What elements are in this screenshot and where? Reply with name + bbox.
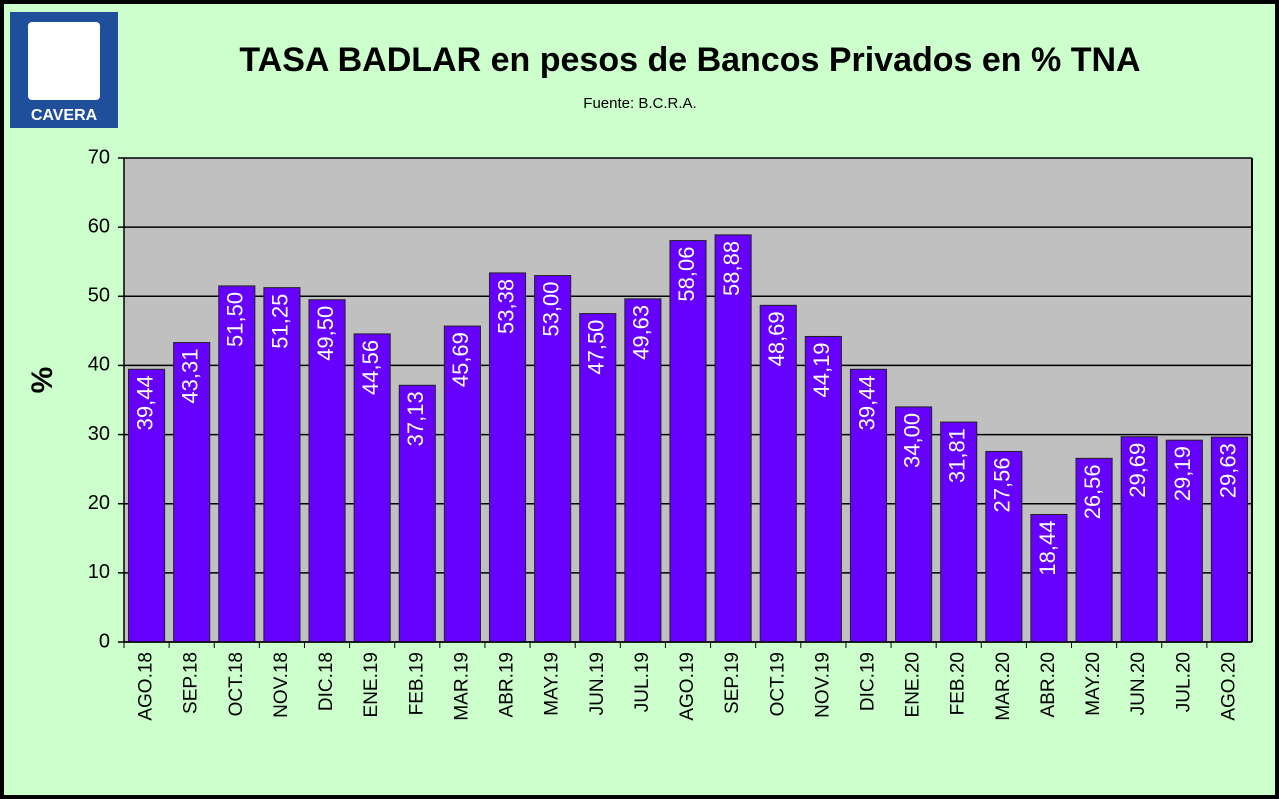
y-tick-label: 50 — [88, 285, 110, 307]
chart-title: TASA BADLAR en pesos de Bancos Privados … — [239, 41, 1140, 79]
x-tick-label: ABR.20 — [1038, 652, 1059, 717]
bar — [1030, 514, 1068, 643]
data-label: 43,31 — [177, 349, 202, 404]
x-tick-label: MAY.19 — [542, 652, 563, 716]
data-label: 58,88 — [719, 241, 744, 296]
data-label: 53,00 — [538, 282, 563, 337]
data-label: 37,13 — [403, 391, 428, 446]
bar — [940, 421, 978, 643]
data-label: 29,69 — [1125, 443, 1150, 498]
x-tick-label: AGO.20 — [1218, 652, 1239, 721]
y-tick-label: 60 — [88, 215, 110, 237]
x-tick-label: SEP.19 — [722, 652, 743, 714]
y-tick-label: 70 — [88, 146, 110, 168]
x-tick-label: OCT.19 — [767, 652, 788, 716]
data-label: 34,00 — [899, 413, 924, 468]
data-label: 47,50 — [584, 320, 609, 375]
x-tick-label: DIC.18 — [316, 652, 337, 711]
bar — [1120, 436, 1158, 643]
data-label: 58,06 — [674, 247, 699, 302]
x-tick-label: FEB.20 — [948, 652, 969, 715]
data-label: 31,81 — [945, 428, 970, 483]
x-tick-label: ENE.20 — [903, 652, 924, 717]
data-label: 44,19 — [809, 342, 834, 397]
y-tick-label: 20 — [88, 492, 110, 514]
logo-text: CAVERA — [31, 107, 98, 124]
data-label: 44,56 — [358, 340, 383, 395]
x-tick-label: NOV.19 — [812, 652, 833, 718]
bar — [804, 335, 842, 643]
logo-inner — [28, 22, 100, 100]
bar — [488, 272, 527, 643]
x-tick-label: FEB.19 — [406, 652, 427, 715]
data-label: 27,56 — [990, 457, 1015, 512]
bar — [849, 368, 888, 643]
x-tick-label: ENE.19 — [361, 652, 382, 717]
data-label: 51,25 — [268, 294, 293, 349]
x-tick-label: SEP.18 — [181, 652, 202, 714]
data-label: 48,69 — [764, 311, 789, 366]
bar — [624, 298, 662, 643]
x-tick-label: JUL.20 — [1173, 652, 1194, 712]
bar — [263, 287, 301, 643]
bar — [759, 304, 797, 643]
x-tick-label: NOV.18 — [271, 652, 292, 718]
data-label: 18,44 — [1035, 521, 1060, 576]
data-label: 51,50 — [223, 292, 248, 347]
data-label: 29,63 — [1215, 443, 1240, 498]
x-tick-label: ABR.19 — [497, 652, 518, 717]
x-tick-label: MAR.19 — [451, 652, 472, 721]
x-tick-label: JUN.19 — [587, 652, 608, 715]
data-label: 39,44 — [132, 375, 157, 430]
x-tick-label: AGO.19 — [677, 652, 698, 721]
data-label: 39,44 — [854, 375, 879, 430]
x-tick-label: JUN.20 — [1128, 652, 1149, 715]
bar — [985, 450, 1023, 643]
x-tick-label: MAY.20 — [1083, 652, 1104, 716]
y-tick-label: 30 — [88, 423, 110, 445]
bar — [308, 299, 346, 643]
data-label: 49,50 — [313, 306, 338, 361]
bar — [218, 285, 256, 643]
bar — [534, 275, 572, 643]
chart-subtitle: Fuente: B.C.R.A. — [583, 95, 696, 112]
data-label: 29,19 — [1170, 446, 1195, 501]
data-label: 53,38 — [493, 279, 518, 334]
bar — [895, 406, 933, 643]
bar — [669, 240, 707, 643]
data-label: 26,56 — [1080, 464, 1105, 519]
logo: CAVERA — [10, 12, 118, 128]
bar — [398, 384, 436, 643]
data-label: 49,63 — [629, 305, 654, 360]
y-tick-label: 0 — [99, 630, 110, 652]
bar — [1075, 457, 1113, 643]
bar — [579, 313, 617, 643]
x-tick-label: OCT.18 — [226, 652, 247, 716]
x-tick-label: DIC.19 — [857, 652, 878, 711]
x-tick-label: MAR.20 — [993, 652, 1014, 721]
y-axis-label: % — [26, 367, 59, 394]
x-tick-label: AGO.18 — [136, 652, 157, 721]
y-tick-label: 10 — [88, 561, 110, 583]
y-tick-label: 40 — [88, 354, 110, 376]
bar — [443, 325, 481, 643]
x-tick-label: JUL.19 — [632, 652, 653, 712]
bar — [1165, 439, 1203, 643]
data-label: 45,69 — [448, 332, 473, 387]
